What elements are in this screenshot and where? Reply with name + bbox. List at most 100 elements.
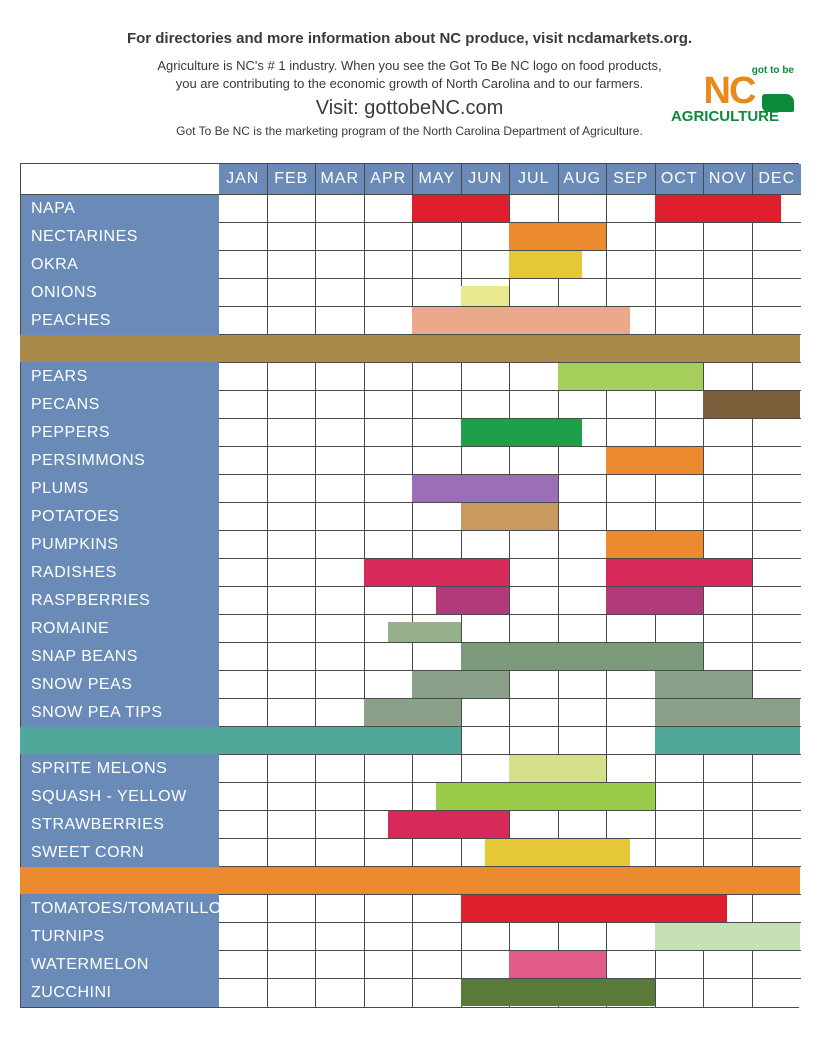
grid-cell (413, 671, 462, 699)
grid-cell (656, 419, 705, 447)
grid-cell (316, 839, 365, 867)
grid-cell (365, 727, 414, 755)
produce-label-pumpkins: PUMPKINS (21, 531, 219, 559)
grid-cell (656, 727, 705, 755)
grid-cell (316, 559, 365, 587)
grid-cell (753, 587, 802, 615)
grid-cell (365, 251, 414, 279)
produce-label-turnips: TURNIPS (21, 923, 219, 951)
grid-cell (219, 307, 268, 335)
grid-cell (607, 755, 656, 783)
grid-cell (607, 867, 656, 895)
grid-cell (656, 671, 705, 699)
grid-cell (753, 867, 802, 895)
grid-cell (559, 279, 608, 307)
grid-cell (365, 979, 414, 1007)
grid-cell (219, 811, 268, 839)
grid-cell (219, 251, 268, 279)
grid-cell (559, 839, 608, 867)
grid-cell (656, 811, 705, 839)
grid-cell (219, 867, 268, 895)
grid-cell (704, 531, 753, 559)
grid-cell (413, 447, 462, 475)
grid-cell (268, 839, 317, 867)
grid-cell (510, 503, 559, 531)
grid-cell (704, 615, 753, 643)
grid-cell (510, 755, 559, 783)
grid-cell (316, 531, 365, 559)
grid-cell (656, 615, 705, 643)
grid-cell (753, 419, 802, 447)
grid-cell (316, 979, 365, 1007)
grid-cell (268, 559, 317, 587)
grid-cell (219, 643, 268, 671)
produce-label-zucchini: ZUCCHINI (21, 979, 219, 1007)
grid-cell (607, 223, 656, 251)
grid-cell (316, 223, 365, 251)
grid-cell (753, 671, 802, 699)
produce-label-snow-peas: SNOW PEAS (21, 671, 219, 699)
grid-cell (268, 279, 317, 307)
grid-cell (607, 307, 656, 335)
grid-cell (268, 391, 317, 419)
grid-cell (462, 895, 511, 923)
grid-cell (219, 503, 268, 531)
grid-cell (316, 363, 365, 391)
grid-cell (365, 223, 414, 251)
grid-cell (268, 531, 317, 559)
grid-cell (704, 419, 753, 447)
grid-cell (268, 867, 317, 895)
grid-cell (365, 811, 414, 839)
grid-cell (365, 783, 414, 811)
grid-cell (559, 307, 608, 335)
grid-cell (607, 811, 656, 839)
grid-cell (413, 643, 462, 671)
grid-cell (656, 559, 705, 587)
month-header-jul: JUL (510, 164, 559, 195)
grid-cell (607, 671, 656, 699)
grid-cell (219, 447, 268, 475)
grid-cell (316, 447, 365, 475)
grid-cell (462, 615, 511, 643)
grid-cell (365, 923, 414, 951)
grid-cell (704, 447, 753, 475)
produce-label-peaches: PEACHES (21, 307, 219, 335)
grid-cell (559, 419, 608, 447)
grid-cell (316, 811, 365, 839)
month-header-feb: FEB (268, 164, 317, 195)
grid-cell (753, 895, 802, 923)
grid-cell (753, 335, 802, 363)
grid-cell (559, 951, 608, 979)
grid-cell (219, 615, 268, 643)
grid-cell (413, 867, 462, 895)
grid-cell (510, 391, 559, 419)
grid-cell (219, 335, 268, 363)
grid-cell (559, 811, 608, 839)
grid-cell (413, 251, 462, 279)
grid-cell (753, 839, 802, 867)
grid-cell (268, 895, 317, 923)
grid-cell (268, 783, 317, 811)
grid-cell (219, 195, 268, 223)
grid-cell (704, 195, 753, 223)
grid-cell (704, 895, 753, 923)
grid-cell (607, 251, 656, 279)
grid-cell (753, 951, 802, 979)
grid-cell (268, 587, 317, 615)
grid-cell (704, 475, 753, 503)
grid-cell (607, 363, 656, 391)
produce-label-squash-yellow: SQUASH - YELLOW (21, 783, 219, 811)
produce-label-tomatoes-tomatillos: TOMATOES/TOMATILLOS (21, 895, 219, 923)
grid-cell (365, 895, 414, 923)
grid-cell (316, 251, 365, 279)
month-header-jun: JUN (462, 164, 511, 195)
grid-cell (510, 699, 559, 727)
produce-label-snow-pea-tips: SNOW PEA TIPS (21, 699, 219, 727)
grid-cell (268, 307, 317, 335)
produce-label-raspberries: RASPBERRIES (21, 587, 219, 615)
grid-cell (510, 867, 559, 895)
grid-cell (413, 839, 462, 867)
grid-cell (365, 363, 414, 391)
grid-cell (704, 391, 753, 419)
grid-cell (753, 475, 802, 503)
